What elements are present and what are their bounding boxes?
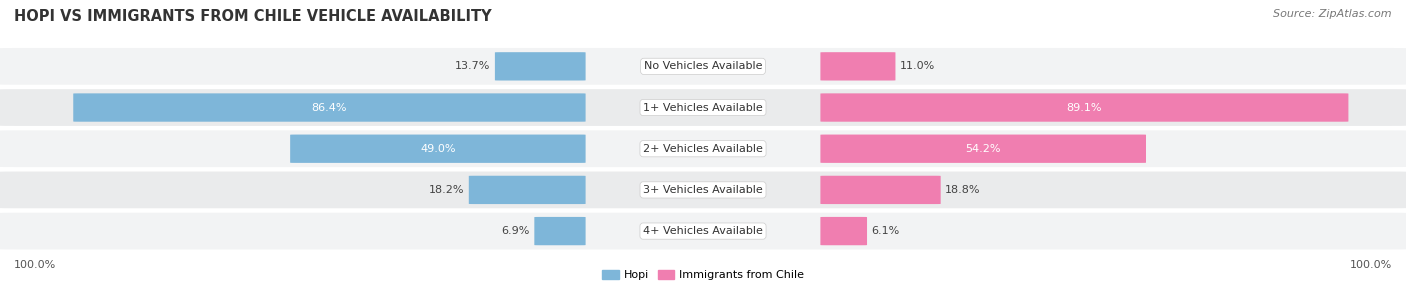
Text: 86.4%: 86.4% (312, 103, 347, 112)
Text: 54.2%: 54.2% (966, 144, 1001, 154)
FancyBboxPatch shape (821, 176, 941, 204)
Text: 89.1%: 89.1% (1067, 103, 1102, 112)
Text: 6.1%: 6.1% (872, 226, 900, 236)
Text: 4+ Vehicles Available: 4+ Vehicles Available (643, 226, 763, 236)
Text: 11.0%: 11.0% (900, 61, 935, 71)
FancyBboxPatch shape (0, 170, 1406, 210)
Text: 49.0%: 49.0% (420, 144, 456, 154)
FancyBboxPatch shape (821, 217, 868, 245)
FancyBboxPatch shape (290, 134, 585, 163)
FancyBboxPatch shape (495, 52, 585, 81)
Text: 100.0%: 100.0% (14, 260, 56, 270)
Legend: Hopi, Immigrants from Chile: Hopi, Immigrants from Chile (602, 270, 804, 281)
Text: 3+ Vehicles Available: 3+ Vehicles Available (643, 185, 763, 195)
FancyBboxPatch shape (821, 93, 1348, 122)
FancyBboxPatch shape (821, 52, 896, 81)
Text: No Vehicles Available: No Vehicles Available (644, 61, 762, 71)
Text: HOPI VS IMMIGRANTS FROM CHILE VEHICLE AVAILABILITY: HOPI VS IMMIGRANTS FROM CHILE VEHICLE AV… (14, 9, 492, 23)
Text: Source: ZipAtlas.com: Source: ZipAtlas.com (1274, 9, 1392, 19)
Text: 18.2%: 18.2% (429, 185, 464, 195)
FancyBboxPatch shape (821, 134, 1146, 163)
Text: 6.9%: 6.9% (502, 226, 530, 236)
Text: 100.0%: 100.0% (1350, 260, 1392, 270)
FancyBboxPatch shape (0, 47, 1406, 86)
FancyBboxPatch shape (534, 217, 585, 245)
FancyBboxPatch shape (468, 176, 585, 204)
Text: 13.7%: 13.7% (456, 61, 491, 71)
FancyBboxPatch shape (73, 93, 585, 122)
FancyBboxPatch shape (0, 88, 1406, 127)
FancyBboxPatch shape (0, 129, 1406, 168)
Text: 2+ Vehicles Available: 2+ Vehicles Available (643, 144, 763, 154)
Text: 1+ Vehicles Available: 1+ Vehicles Available (643, 103, 763, 112)
FancyBboxPatch shape (0, 211, 1406, 251)
Text: 18.8%: 18.8% (945, 185, 980, 195)
